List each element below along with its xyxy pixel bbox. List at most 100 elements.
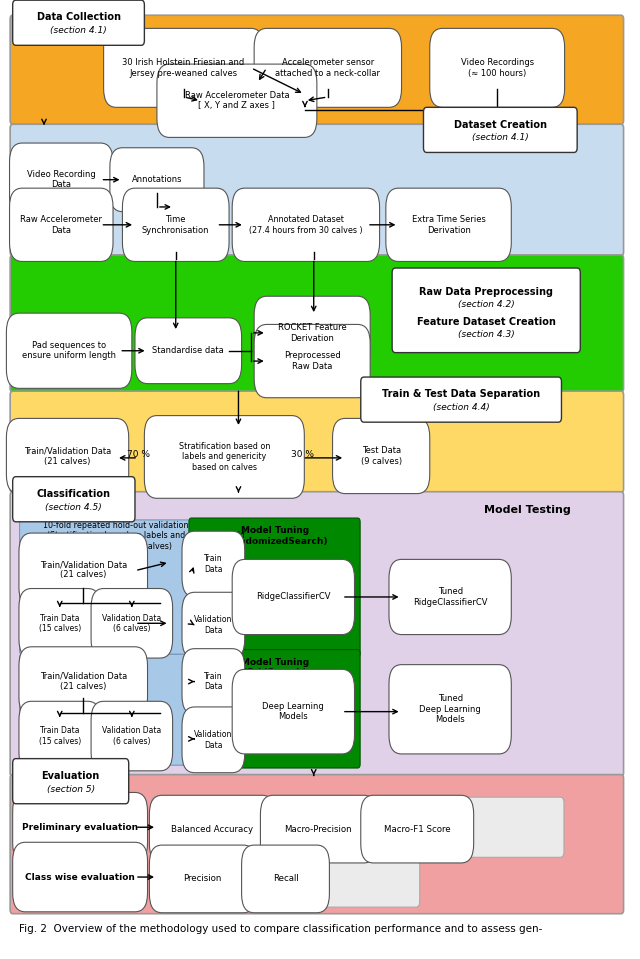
FancyBboxPatch shape	[333, 418, 430, 494]
FancyBboxPatch shape	[13, 842, 148, 912]
FancyBboxPatch shape	[20, 654, 357, 765]
Text: Pad sequences to
ensure uniform length: Pad sequences to ensure uniform length	[22, 341, 116, 361]
Text: Stratification based on
labels and genericity
based on calves: Stratification based on labels and gener…	[179, 442, 270, 472]
Text: Extra Time Series
Derivation: Extra Time Series Derivation	[412, 215, 486, 235]
FancyBboxPatch shape	[91, 589, 173, 658]
Text: 70 %: 70 %	[127, 450, 150, 458]
FancyBboxPatch shape	[182, 593, 244, 658]
Text: (section 4.5): (section 4.5)	[45, 503, 102, 511]
FancyBboxPatch shape	[20, 520, 357, 654]
FancyBboxPatch shape	[392, 269, 580, 353]
FancyBboxPatch shape	[189, 649, 360, 768]
Text: Deep Learning
Models: Deep Learning Models	[262, 702, 324, 721]
FancyBboxPatch shape	[149, 845, 256, 913]
Text: Train/Validation Data
(21 calves): Train/Validation Data (21 calves)	[40, 672, 127, 691]
Text: Train Data
(15 calves): Train Data (15 calves)	[38, 726, 81, 746]
FancyBboxPatch shape	[254, 296, 370, 369]
Text: Precision: Precision	[184, 875, 222, 883]
Text: Tuned
RidgeClassifierCV: Tuned RidgeClassifierCV	[413, 587, 488, 607]
Text: Model Testing: Model Testing	[484, 504, 570, 515]
Text: (section 4.1): (section 4.1)	[472, 133, 529, 142]
FancyBboxPatch shape	[13, 759, 129, 804]
FancyBboxPatch shape	[110, 148, 204, 212]
Text: Model Tuning
(GridSearch): Model Tuning (GridSearch)	[241, 658, 309, 677]
FancyBboxPatch shape	[232, 188, 380, 262]
Text: Evaluation: Evaluation	[42, 771, 100, 781]
Text: (section 5): (section 5)	[47, 784, 95, 793]
Text: Validation
Data: Validation Data	[194, 730, 232, 750]
Text: RidgeClassifierCV: RidgeClassifierCV	[256, 593, 331, 601]
FancyBboxPatch shape	[430, 29, 564, 107]
Text: Macro-F1 Score: Macro-F1 Score	[384, 825, 451, 833]
FancyBboxPatch shape	[19, 646, 148, 716]
FancyBboxPatch shape	[10, 255, 623, 392]
FancyBboxPatch shape	[389, 559, 511, 635]
FancyBboxPatch shape	[10, 15, 623, 125]
Text: (section 4.4): (section 4.4)	[433, 403, 490, 412]
FancyBboxPatch shape	[6, 314, 132, 388]
Text: Raw Data Preprocessing: Raw Data Preprocessing	[419, 287, 553, 296]
Text: Train Data
(15 calves): Train Data (15 calves)	[38, 614, 81, 633]
FancyBboxPatch shape	[10, 125, 623, 256]
Text: Annotated Dataset
(27.4 hours from 30 calves ): Annotated Dataset (27.4 hours from 30 ca…	[249, 215, 363, 235]
Text: Data Collection: Data Collection	[36, 12, 120, 22]
Text: Preprocessed
Raw Data: Preprocessed Raw Data	[284, 351, 340, 371]
FancyBboxPatch shape	[10, 188, 113, 262]
Text: Preliminary evaluation: Preliminary evaluation	[22, 823, 138, 831]
FancyBboxPatch shape	[13, 792, 148, 862]
FancyBboxPatch shape	[10, 775, 623, 914]
FancyBboxPatch shape	[232, 669, 355, 754]
Text: (section 4.2): (section 4.2)	[458, 300, 515, 309]
FancyBboxPatch shape	[260, 795, 376, 863]
FancyBboxPatch shape	[254, 29, 401, 107]
FancyBboxPatch shape	[361, 795, 474, 863]
FancyBboxPatch shape	[10, 143, 113, 217]
FancyBboxPatch shape	[254, 324, 370, 398]
FancyBboxPatch shape	[91, 701, 173, 771]
Text: Tuned
Deep Learning
Models: Tuned Deep Learning Models	[419, 694, 481, 724]
Text: 30 %: 30 %	[122, 703, 144, 713]
Text: Validation Data
(6 calves): Validation Data (6 calves)	[102, 726, 161, 746]
FancyBboxPatch shape	[145, 415, 305, 499]
Text: Raw Accelerometer Data
[ X, Y and Z axes ]: Raw Accelerometer Data [ X, Y and Z axes…	[184, 91, 289, 110]
FancyBboxPatch shape	[13, 477, 135, 522]
FancyBboxPatch shape	[104, 29, 264, 107]
FancyBboxPatch shape	[189, 518, 360, 657]
FancyBboxPatch shape	[361, 377, 561, 422]
Text: Train/Validation Data
(21 calves): Train/Validation Data (21 calves)	[40, 560, 127, 579]
FancyBboxPatch shape	[182, 648, 244, 714]
Text: Classification: Classification	[37, 489, 111, 499]
Text: Accelerometer sensor
attached to a neck-collar: Accelerometer sensor attached to a neck-…	[275, 58, 380, 78]
FancyBboxPatch shape	[19, 701, 100, 771]
Text: Video Recording
Data: Video Recording Data	[27, 170, 95, 189]
FancyBboxPatch shape	[6, 418, 129, 494]
Text: 70 %: 70 %	[51, 594, 72, 602]
Text: ROCKET Feature
Derivation: ROCKET Feature Derivation	[278, 323, 346, 342]
Text: (section 4.3): (section 4.3)	[458, 330, 515, 339]
FancyBboxPatch shape	[10, 391, 623, 493]
Text: Balanced Accuracy: Balanced Accuracy	[171, 825, 253, 833]
Text: Raw Accelerometer
Data: Raw Accelerometer Data	[20, 215, 102, 235]
Text: Macro-Precision: Macro-Precision	[285, 825, 352, 833]
Text: 30 %: 30 %	[122, 594, 144, 602]
FancyBboxPatch shape	[10, 492, 623, 777]
FancyBboxPatch shape	[19, 589, 100, 658]
FancyBboxPatch shape	[182, 707, 244, 773]
Text: 30 Irish Holstein Friesian and
Jersey pre-weaned calves: 30 Irish Holstein Friesian and Jersey pr…	[122, 58, 244, 78]
FancyBboxPatch shape	[424, 107, 577, 152]
Text: Class wise evaluation: Class wise evaluation	[25, 873, 135, 881]
FancyBboxPatch shape	[232, 559, 355, 635]
FancyBboxPatch shape	[13, 0, 145, 45]
Text: Recall: Recall	[273, 875, 298, 883]
Text: Standardise data: Standardise data	[152, 346, 224, 355]
FancyBboxPatch shape	[242, 845, 330, 913]
FancyBboxPatch shape	[152, 847, 420, 907]
FancyBboxPatch shape	[152, 797, 564, 857]
Text: Fig. 2  Overview of the methodology used to compare classification performance a: Fig. 2 Overview of the methodology used …	[19, 924, 542, 934]
Text: 10-fold repeated hold-out validation
(Stratification based on labels and
generic: 10-fold repeated hold-out validation (St…	[44, 521, 189, 550]
Text: Dataset Creation: Dataset Creation	[454, 120, 547, 129]
Text: Train
Data: Train Data	[204, 672, 223, 691]
Text: Video Recordings
(≈ 100 hours): Video Recordings (≈ 100 hours)	[461, 58, 534, 78]
Text: Annotations: Annotations	[132, 175, 182, 184]
FancyBboxPatch shape	[386, 188, 511, 262]
